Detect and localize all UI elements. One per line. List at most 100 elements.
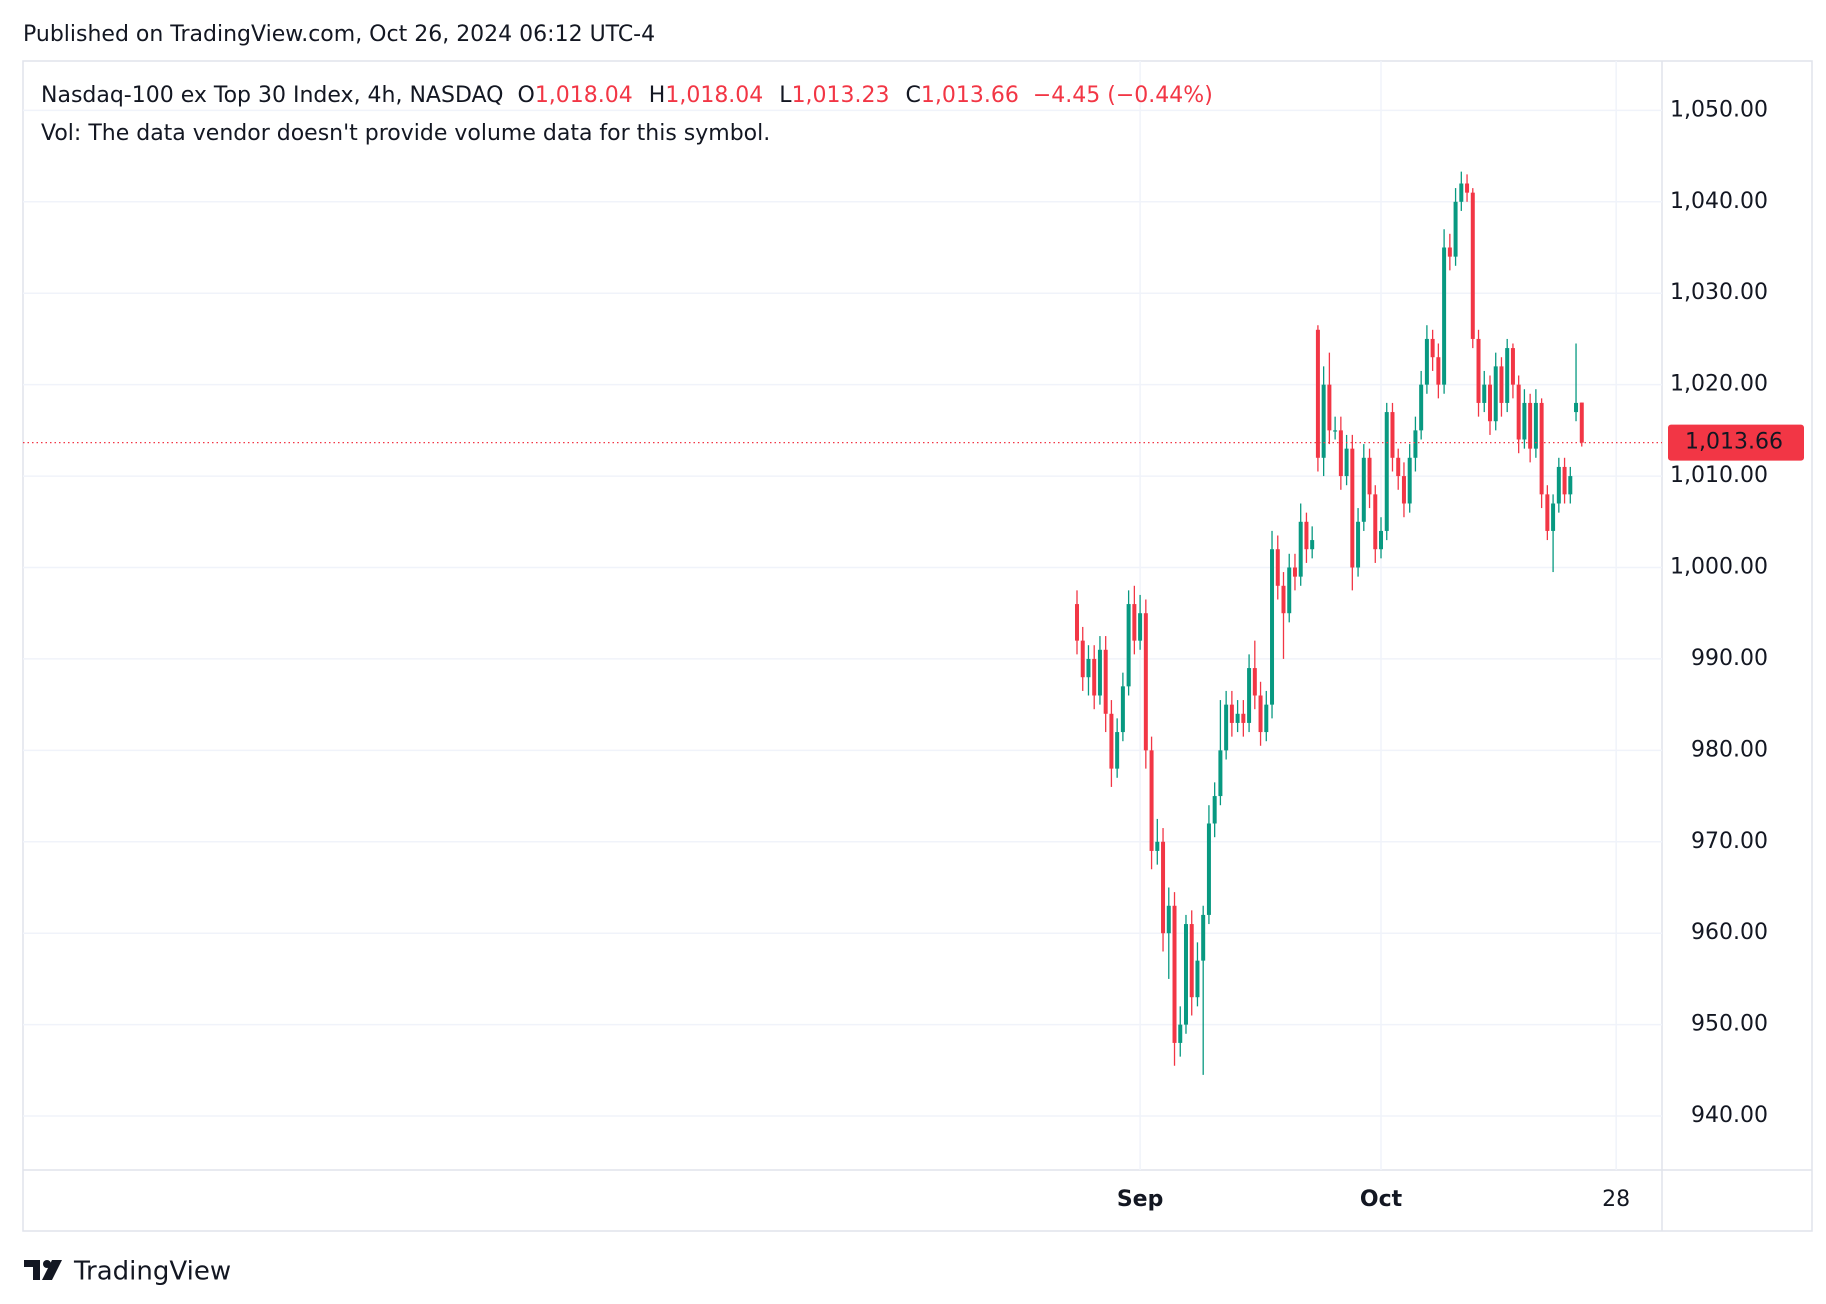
candle-body bbox=[1218, 750, 1223, 797]
x-tick-label: 28 bbox=[1602, 1187, 1630, 1212]
candle-body bbox=[1132, 604, 1137, 641]
candle-body bbox=[1493, 366, 1498, 422]
candle-body bbox=[1487, 384, 1492, 422]
candle-body bbox=[1183, 924, 1188, 1025]
candle-body bbox=[1092, 658, 1097, 696]
y-tick-label: 1,040.00 bbox=[1670, 189, 1768, 214]
candle-body bbox=[1556, 466, 1561, 504]
candle-body bbox=[1430, 338, 1435, 358]
candle-body bbox=[1442, 247, 1447, 385]
candle-body bbox=[1126, 604, 1131, 687]
candle-body bbox=[1103, 649, 1108, 714]
candle-body bbox=[1315, 329, 1320, 458]
candle-body bbox=[1447, 247, 1452, 257]
x-tick-label: Sep bbox=[1117, 1187, 1164, 1212]
candle-body bbox=[1505, 348, 1510, 403]
candle-body bbox=[1206, 823, 1211, 915]
candle-body bbox=[1304, 521, 1309, 550]
price-tag-label: 1,013.66 bbox=[1685, 430, 1783, 455]
candle-body bbox=[1166, 905, 1171, 934]
candle-body bbox=[1465, 183, 1470, 193]
candle-body bbox=[1189, 924, 1194, 998]
chart-frame bbox=[22, 60, 1813, 1232]
y-tick-label: 940.00 bbox=[1691, 1103, 1768, 1128]
candle-body bbox=[1149, 750, 1154, 851]
candle-body bbox=[1247, 668, 1252, 723]
symbol-legend: Nasdaq-100 ex Top 30 Index, 4h, NASDAQ O1… bbox=[41, 83, 1213, 108]
candle-body bbox=[1333, 430, 1338, 432]
candle-body bbox=[1367, 457, 1372, 495]
candle-body bbox=[1229, 704, 1234, 723]
candle-body bbox=[1476, 338, 1481, 403]
y-tick-label: 1,020.00 bbox=[1670, 372, 1768, 397]
candle-body bbox=[1356, 521, 1361, 568]
price-tag bbox=[1668, 424, 1804, 461]
ohlc-key: C bbox=[906, 83, 921, 108]
candle-body bbox=[1390, 412, 1395, 458]
candle-body bbox=[1568, 476, 1573, 495]
published-note: Published on TradingView.com, Oct 26, 20… bbox=[23, 22, 655, 47]
candle-body bbox=[1436, 357, 1441, 385]
y-tick-label: 980.00 bbox=[1691, 737, 1768, 762]
candle-body bbox=[1401, 476, 1406, 504]
candle-body bbox=[1562, 466, 1567, 495]
candle-body bbox=[1224, 704, 1229, 751]
candle-body bbox=[1453, 201, 1458, 257]
candle-body bbox=[1551, 503, 1556, 531]
candle-body bbox=[1086, 658, 1091, 678]
candle-body bbox=[1075, 604, 1079, 641]
candle-body bbox=[1310, 540, 1315, 550]
candle-body bbox=[1178, 1024, 1183, 1043]
candle-body bbox=[1298, 521, 1303, 577]
candle-body bbox=[1522, 402, 1527, 440]
candle-body bbox=[1252, 668, 1257, 696]
candle-body bbox=[1327, 384, 1332, 431]
y-tick-label: 950.00 bbox=[1691, 1012, 1768, 1037]
y-tick-label: 990.00 bbox=[1691, 646, 1768, 671]
candle-body bbox=[1384, 412, 1389, 531]
candle-body bbox=[1344, 448, 1349, 477]
candle-body bbox=[1528, 402, 1533, 449]
candle-body bbox=[1270, 549, 1275, 705]
candle-body bbox=[1080, 640, 1085, 678]
candle-body bbox=[1172, 905, 1177, 1043]
grid bbox=[23, 61, 1662, 1170]
candle-body bbox=[1516, 384, 1521, 440]
price-change: −4.45 (−0.44%) bbox=[1033, 83, 1213, 108]
ohlc-key: O bbox=[517, 83, 534, 108]
candle-body bbox=[1361, 457, 1366, 522]
labels: 940.00 950.00 960.00 970.00 980.00 990.00 1,00… bbox=[1117, 97, 1804, 1212]
candle-body bbox=[1470, 192, 1475, 339]
ohlc-value: 1,013.23 bbox=[792, 83, 890, 108]
ohlc-key: L bbox=[779, 83, 792, 108]
candle-body bbox=[1138, 613, 1143, 641]
candle-body bbox=[1115, 732, 1120, 769]
x-tick-label: Oct bbox=[1360, 1187, 1403, 1212]
candle-body bbox=[1424, 338, 1429, 385]
logo-part bbox=[42, 1260, 62, 1280]
candles bbox=[23, 171, 1662, 1075]
ohlc-value: 1,018.04 bbox=[665, 83, 763, 108]
candle-body bbox=[1539, 402, 1544, 495]
ohlc-value: 1,013.66 bbox=[921, 83, 1019, 108]
y-tick-label: 1,030.00 bbox=[1670, 280, 1768, 305]
candle-body bbox=[1510, 348, 1515, 385]
ohlc-value: 1,018.04 bbox=[535, 83, 633, 108]
candle-body bbox=[1574, 402, 1579, 413]
candle-body bbox=[1379, 530, 1384, 550]
candle-body bbox=[1241, 713, 1246, 723]
y-tick-label: 960.00 bbox=[1691, 920, 1768, 945]
volume-note: Vol: The data vendor doesn't provide vol… bbox=[41, 121, 770, 146]
candle-body bbox=[1287, 567, 1292, 614]
candle-body bbox=[1264, 704, 1269, 733]
candle-body bbox=[1459, 183, 1464, 202]
candle-body bbox=[1545, 494, 1550, 531]
brand-logo bbox=[24, 1260, 62, 1280]
y-tick-label: 970.00 bbox=[1691, 829, 1768, 854]
candle-body bbox=[1143, 613, 1148, 751]
candle-body bbox=[1201, 914, 1206, 961]
logo-part bbox=[24, 1260, 40, 1280]
candle-body bbox=[1419, 384, 1424, 431]
